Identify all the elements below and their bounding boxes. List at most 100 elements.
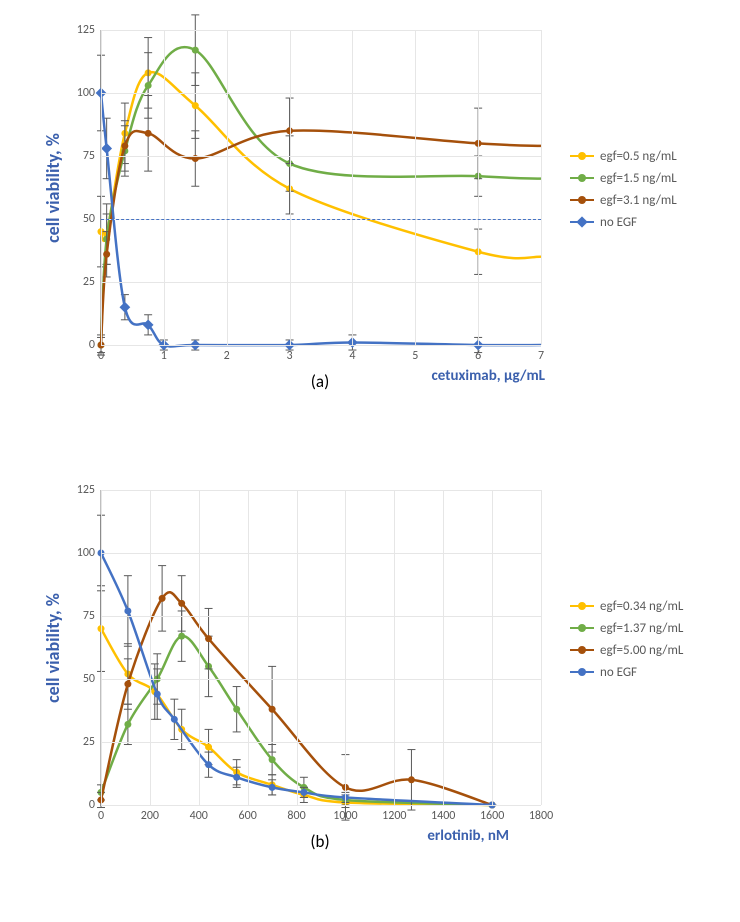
- grid-line-h: [101, 30, 541, 31]
- grid-line-v: [290, 30, 291, 345]
- grid-line-v: [541, 490, 542, 805]
- y-axis-title-b: cell viability, %: [42, 593, 64, 703]
- grid-line-h: [101, 679, 541, 680]
- y-tick-label: 50: [83, 212, 101, 226]
- x-tick-label: 7: [538, 345, 544, 363]
- grid-line-v: [199, 490, 200, 805]
- x-tick-label: 1600: [480, 805, 504, 823]
- series-marker: [205, 761, 212, 768]
- grid-line-h: [101, 93, 541, 94]
- x-tick-label: 1: [161, 345, 167, 363]
- grid-line-v: [345, 490, 346, 805]
- x-tick-label: 600: [239, 805, 257, 823]
- x-axis-title-a: cetuximab, µg/mL: [432, 367, 545, 385]
- chart-svg-b: [101, 490, 541, 805]
- series-marker: [300, 789, 307, 796]
- series-marker: [233, 706, 240, 713]
- legend-swatch: [570, 155, 594, 157]
- series-marker: [178, 633, 185, 640]
- legend-label: no EGF: [600, 215, 637, 230]
- y-tick-label: 125: [77, 23, 101, 37]
- x-tick-label: 400: [190, 805, 208, 823]
- grid-line-v: [541, 30, 542, 345]
- legend-label: egf=3.1 ng/mL: [600, 193, 677, 208]
- grid-line-v: [492, 490, 493, 805]
- legend-label: egf=1.5 ng/mL: [600, 171, 677, 186]
- legend-b: egf=0.34 ng/mL egf=1.37 ng/mL egf=5.00 ng/…: [570, 595, 683, 683]
- grid-line-h: [101, 156, 541, 157]
- grid-line-h: [101, 616, 541, 617]
- plot-area-b: cell viability, % erlotinib, nM 02550751…: [100, 490, 541, 806]
- x-tick-label: 200: [141, 805, 159, 823]
- legend-swatch: [570, 627, 594, 629]
- grid-line-h: [101, 805, 541, 806]
- legend-item: no EGF: [570, 211, 677, 233]
- reference-line: [101, 219, 541, 220]
- legend-a: egf=0.5 ng/mL egf=1.5 ng/mL egf=3.1 ng/mL n…: [570, 145, 677, 233]
- panel-label-a: (a): [311, 371, 329, 392]
- grid-line-h: [101, 553, 541, 554]
- series-marker: [101, 143, 112, 154]
- x-tick-label: 5: [412, 345, 418, 363]
- legend-item: egf=0.5 ng/mL: [570, 145, 677, 167]
- x-axis-title-b: erlotinib, nM: [427, 827, 509, 845]
- x-tick-label: 0: [98, 345, 104, 363]
- legend-swatch: [570, 199, 594, 201]
- legend-label: no EGF: [600, 665, 637, 680]
- y-tick-label: 125: [77, 483, 101, 497]
- series-marker: [233, 774, 240, 781]
- series-marker: [145, 130, 152, 137]
- series-marker: [269, 784, 276, 791]
- x-tick-label: 3: [287, 345, 293, 363]
- legend-label: egf=0.34 ng/mL: [600, 599, 683, 614]
- grid-line-h: [101, 742, 541, 743]
- x-tick-label: 800: [287, 805, 305, 823]
- series-marker: [124, 607, 131, 614]
- series-marker: [205, 635, 212, 642]
- x-tick-label: 1800: [529, 805, 553, 823]
- panel-label-b: (b): [310, 831, 329, 852]
- x-tick-label: 1400: [431, 805, 455, 823]
- series-marker: [408, 776, 415, 783]
- y-tick-label: 100: [77, 86, 101, 100]
- x-tick-label: 4: [349, 345, 355, 363]
- x-tick-label: 6: [475, 345, 481, 363]
- series-marker: [120, 302, 131, 313]
- grid-line-v: [394, 490, 395, 805]
- legend-label: egf=0.5 ng/mL: [600, 149, 677, 164]
- y-axis-title-a: cell viability, %: [42, 133, 64, 243]
- grid-line-v: [227, 30, 228, 345]
- grid-line-v: [352, 30, 353, 345]
- grid-line-v: [248, 490, 249, 805]
- grid-line-v: [297, 490, 298, 805]
- x-tick-label: 2: [224, 345, 230, 363]
- y-tick-label: 25: [83, 275, 101, 289]
- legend-label: egf=1.37 ng/mL: [600, 621, 683, 636]
- x-tick-label: 0: [98, 805, 104, 823]
- grid-line-h: [101, 490, 541, 491]
- legend-item: no EGF: [570, 661, 683, 683]
- grid-line-v: [150, 490, 151, 805]
- series-marker: [192, 47, 199, 54]
- series-marker: [145, 82, 152, 89]
- y-tick-label: 75: [83, 149, 101, 163]
- legend-item: egf=5.00 ng/mL: [570, 639, 683, 661]
- series-marker: [121, 142, 128, 149]
- legend-item: egf=1.5 ng/mL: [570, 167, 677, 189]
- grid-line-v: [101, 490, 102, 805]
- legend-swatch: [570, 605, 594, 607]
- y-tick-label: 75: [83, 609, 101, 623]
- legend-swatch: [570, 177, 594, 179]
- legend-item: egf=1.37 ng/mL: [570, 617, 683, 639]
- grid-line-v: [101, 30, 102, 345]
- series-marker: [103, 251, 110, 258]
- series-marker: [124, 721, 131, 728]
- grid-line-v: [443, 490, 444, 805]
- y-tick-label: 50: [83, 672, 101, 686]
- grid-line-v: [478, 30, 479, 345]
- legend-swatch: [570, 649, 594, 651]
- series-marker: [269, 756, 276, 763]
- series-marker: [124, 681, 131, 688]
- series-marker: [154, 691, 161, 698]
- grid-line-v: [415, 30, 416, 345]
